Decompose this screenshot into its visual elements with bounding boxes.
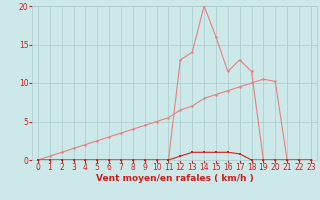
X-axis label: Vent moyen/en rafales ( km/h ): Vent moyen/en rafales ( km/h ) (96, 174, 253, 183)
